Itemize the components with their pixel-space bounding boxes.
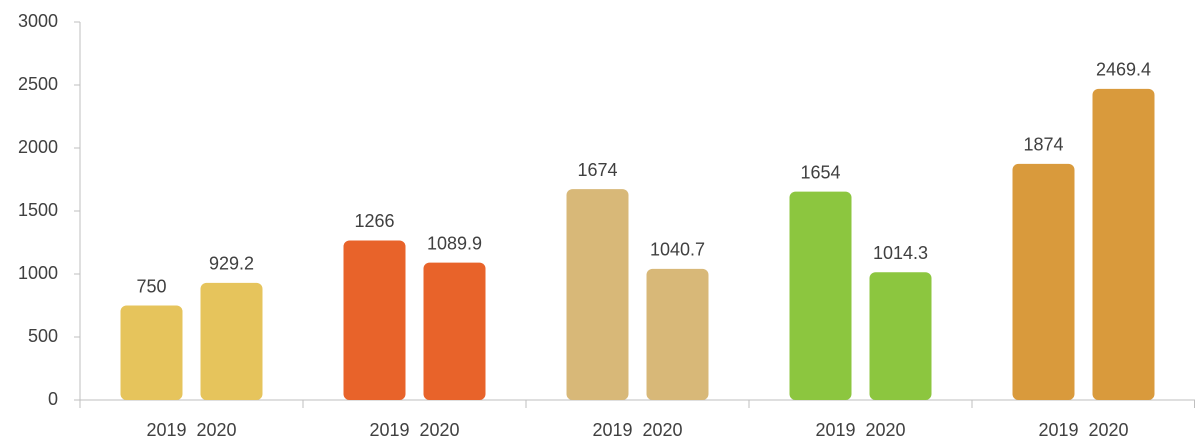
- bar: [1012, 163, 1075, 400]
- y-tick-label: 1500: [18, 200, 58, 220]
- data-label: 1040.7: [650, 240, 705, 260]
- x-tick-label: 2019: [1038, 420, 1078, 439]
- y-tick-label: 3000: [18, 11, 58, 31]
- y-tick-label: 0: [48, 389, 58, 409]
- x-tick-label: 2019: [592, 420, 632, 439]
- bar: [343, 240, 406, 400]
- data-label: 1654: [800, 162, 840, 182]
- data-label: 1089.9: [427, 233, 482, 253]
- y-tick-label: 2000: [18, 137, 58, 157]
- bar: [423, 262, 486, 400]
- x-tick-label: 2019: [146, 420, 186, 439]
- x-tick-label: 2020: [419, 420, 459, 439]
- x-tick-label: 2020: [196, 420, 236, 439]
- x-tick-label: 2019: [369, 420, 409, 439]
- data-label: 750: [136, 276, 166, 296]
- bar: [1092, 88, 1155, 401]
- data-label: 1874: [1023, 135, 1063, 155]
- bar: [120, 305, 183, 400]
- data-label: 1674: [577, 160, 617, 180]
- x-tick-label: 2020: [865, 420, 905, 439]
- data-label: 1014.3: [873, 243, 928, 263]
- bar: [200, 282, 263, 400]
- y-tick-label: 2500: [18, 74, 58, 94]
- data-label: 929.2: [209, 254, 254, 274]
- y-tick-label: 500: [28, 326, 58, 346]
- data-label: 2469.4: [1096, 60, 1151, 80]
- y-tick-label: 1000: [18, 263, 58, 283]
- bar: [869, 272, 932, 400]
- bar: [566, 189, 629, 400]
- x-tick-label: 2019: [815, 420, 855, 439]
- data-label: 1266: [354, 211, 394, 231]
- x-tick-label: 2020: [642, 420, 682, 439]
- x-tick-label: 2020: [1088, 420, 1128, 439]
- bar: [789, 191, 852, 400]
- bar: [646, 268, 709, 400]
